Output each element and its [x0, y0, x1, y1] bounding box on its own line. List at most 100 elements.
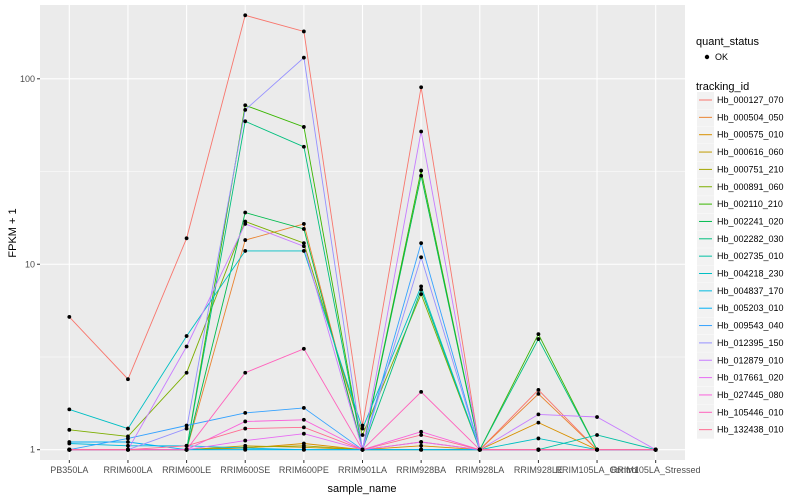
legend-label-Hb_027445_080: Hb_027445_080 [717, 390, 784, 400]
data-point-Hb_002735_010 [595, 433, 599, 437]
x-tick-label: RRIM600LE [162, 465, 211, 475]
data-point-Hb_000891_060 [67, 427, 72, 432]
data-point-Hb_017661_020 [419, 440, 424, 444]
data-point-Hb_002282_030 [419, 287, 424, 292]
x-axis-title: sample_name [327, 483, 396, 495]
data-point-Hb_105446_010 [301, 346, 306, 351]
data-point-Hb_005203_010 [126, 440, 130, 444]
legend-label-Hb_002282_030: Hb_002282_030 [717, 234, 784, 244]
data-point-Hb_000575_010 [419, 443, 424, 448]
data-point-Hb_132438_010 [360, 447, 365, 452]
data-point-Hb_012879_010 [184, 344, 189, 349]
legend-label-Hb_105446_010: Hb_105446_010 [717, 407, 784, 417]
y-tick-label: 100 [20, 74, 35, 84]
data-point-Hb_004218_230 [67, 407, 72, 412]
legend-label-Hb_009543_040: Hb_009543_040 [717, 321, 784, 331]
data-point-Hb_004218_230 [301, 249, 306, 253]
data-point-Hb_002241_020 [419, 173, 424, 178]
x-tick-label: RRIM600LA [103, 465, 152, 475]
data-point-Hb_009543_040 [243, 410, 248, 415]
data-point-Hb_005203_010 [419, 447, 424, 452]
legend-label-Hb_012395_150: Hb_012395_150 [717, 338, 784, 348]
data-point-Hb_000127_070 [67, 315, 72, 319]
series-points [67, 13, 658, 452]
data-point-Hb_132438_010 [243, 426, 248, 431]
data-point-Hb_004218_230 [126, 426, 130, 431]
data-point-Hb_132438_010 [301, 425, 306, 430]
legend-label-Hb_000891_060: Hb_000891_060 [717, 182, 784, 192]
data-point-Hb_132438_010 [67, 447, 72, 452]
data-point-Hb_132438_010 [184, 443, 189, 448]
legend-label-Hb_012879_010: Hb_012879_010 [717, 355, 784, 365]
data-point-Hb_000127_070 [184, 236, 189, 241]
data-point-Hb_004218_230 [243, 249, 248, 253]
data-point-Hb_012395_150 [184, 426, 189, 431]
data-point-Hb_027445_080 [419, 429, 424, 434]
legend-label-Hb_002735_010: Hb_002735_010 [717, 251, 784, 261]
data-point-Hb_132438_010 [477, 447, 482, 452]
data-point-Hb_002282_030 [301, 144, 306, 149]
data-point-Hb_002110_210 [243, 103, 248, 108]
data-point-Hb_027445_080 [243, 419, 248, 424]
data-point-Hb_000127_070 [360, 423, 365, 428]
data-point-Hb_132438_010 [536, 447, 541, 452]
data-point-Hb_132438_010 [126, 447, 130, 452]
data-point-Hb_002241_020 [243, 210, 248, 215]
legend-label-Hb_004837_170: Hb_004837_170 [717, 286, 784, 296]
x-tick-label: RRIM928LA [455, 465, 504, 475]
data-point-Hb_000127_070 [243, 13, 248, 18]
legend-label-Hb_000504_050: Hb_000504_050 [717, 112, 784, 122]
data-point-Hb_000127_070 [419, 85, 424, 90]
legend: quant_status OK tracking_id Hb_000127_07… [696, 36, 784, 439]
y-axis-title: FPKM + 1 [7, 208, 19, 257]
data-point-Hb_132438_010 [595, 447, 599, 452]
legend-label-Hb_017661_020: Hb_017661_020 [717, 373, 784, 383]
x-tick-label: RRIM928BA [396, 465, 446, 475]
data-point-Hb_000891_060 [419, 292, 424, 297]
y-axis: 1 10 100 [20, 74, 40, 455]
data-point-Hb_017661_020 [243, 438, 248, 443]
legend-shape-key [704, 54, 710, 60]
data-point-Hb_000127_070 [536, 388, 541, 392]
legend-label-Hb_000751_210: Hb_000751_210 [717, 164, 784, 174]
data-point-Hb_002110_210 [536, 332, 541, 337]
legend-label-Hb_000127_070: Hb_000127_070 [717, 95, 784, 105]
legend-color-items: Hb_000127_070 Hb_000504_050 Hb_000575_010 H… [697, 92, 784, 439]
data-point-Hb_002110_210 [301, 125, 306, 129]
data-point-Hb_000751_210 [301, 443, 306, 448]
data-point-Hb_105446_010 [419, 389, 424, 394]
data-point-Hb_012395_150 [419, 255, 424, 260]
legend-label-Hb_005203_010: Hb_005203_010 [717, 303, 784, 313]
data-point-Hb_012395_150 [301, 55, 306, 60]
x-tick-label: RRIM928LE [514, 465, 563, 475]
x-tick-label: RRIM600PE [279, 465, 329, 475]
y-tick-label: 1 [30, 445, 35, 455]
data-point-Hb_004218_230 [536, 436, 541, 441]
data-point-Hb_012879_010 [301, 244, 306, 249]
data-point-Hb_000891_060 [360, 433, 365, 437]
data-point-Hb_000127_070 [126, 377, 130, 382]
data-point-Hb_005203_010 [67, 440, 72, 444]
legend-shape-label: OK [715, 52, 728, 62]
data-point-Hb_027445_080 [301, 417, 306, 422]
legend-label-Hb_002241_020: Hb_002241_020 [717, 216, 784, 226]
data-point-Hb_004218_230 [184, 334, 189, 338]
data-point-Hb_002282_030 [536, 337, 541, 341]
data-point-Hb_005203_010 [243, 447, 248, 452]
data-point-Hb_012395_150 [243, 107, 248, 112]
data-point-Hb_000504_050 [243, 238, 248, 242]
x-tick-label: RRIM901LA [338, 465, 387, 475]
legend-label-Hb_000616_060: Hb_000616_060 [717, 147, 784, 157]
data-point-Hb_009543_040 [126, 436, 130, 441]
data-point-Hb_009543_040 [419, 241, 424, 246]
data-point-Hb_105446_010 [184, 447, 189, 452]
data-point-Hb_004837_170 [126, 443, 130, 448]
data-point-Hb_012879_010 [419, 129, 424, 134]
data-point-Hb_000891_060 [184, 370, 189, 375]
data-point-Hb_002282_030 [243, 119, 248, 124]
legend-label-Hb_004218_230: Hb_004218_230 [717, 269, 784, 279]
data-point-Hb_005203_010 [301, 447, 306, 452]
x-tick-label: PB350LA [50, 465, 88, 475]
data-point-Hb_000127_070 [301, 29, 306, 34]
data-point-Hb_004218_230 [360, 426, 365, 431]
